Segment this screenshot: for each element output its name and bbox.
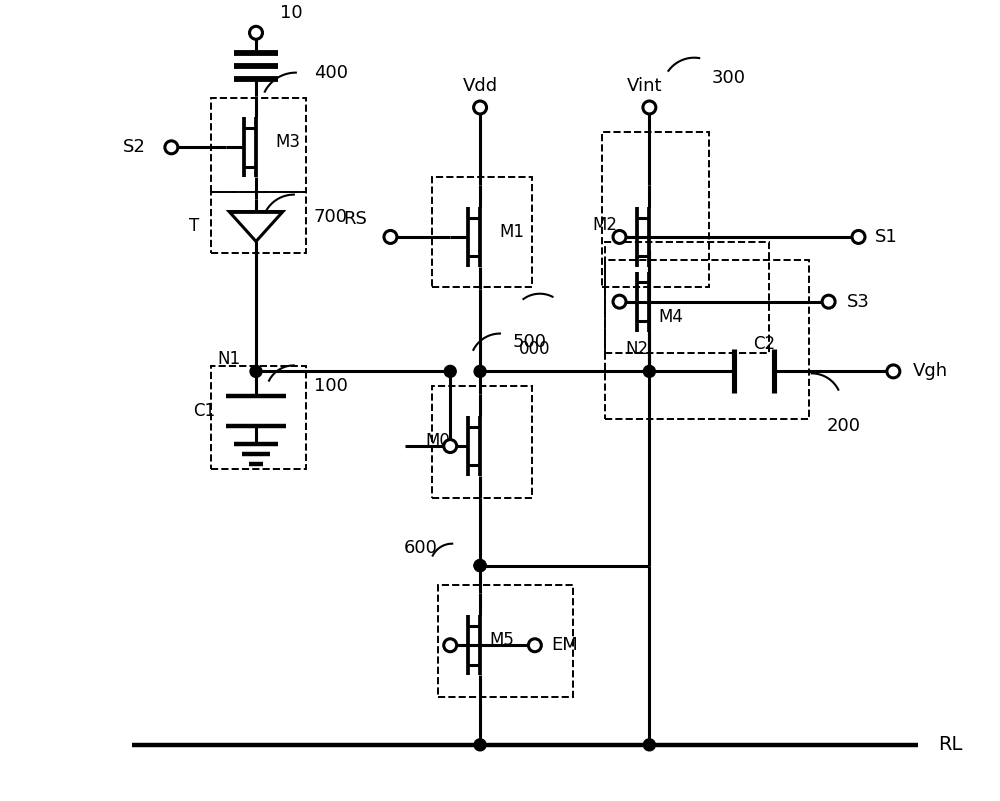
- Text: 200: 200: [827, 417, 861, 435]
- Circle shape: [165, 141, 178, 154]
- Text: S1: S1: [875, 228, 898, 246]
- Text: 10: 10: [280, 4, 302, 22]
- Text: 300: 300: [712, 69, 746, 87]
- Circle shape: [822, 296, 835, 308]
- Bar: [432, 386, 532, 498]
- Text: M0: M0: [426, 432, 451, 450]
- Bar: [602, 132, 709, 287]
- Circle shape: [444, 365, 456, 377]
- Circle shape: [528, 638, 541, 652]
- Circle shape: [613, 296, 626, 308]
- Text: RL: RL: [938, 735, 962, 755]
- Text: M2: M2: [592, 216, 617, 234]
- Circle shape: [250, 26, 262, 39]
- Text: Vgh: Vgh: [913, 362, 948, 380]
- Bar: [605, 260, 809, 419]
- Circle shape: [474, 560, 486, 572]
- Bar: [211, 366, 306, 469]
- Text: 400: 400: [314, 63, 348, 82]
- Text: Vint: Vint: [627, 77, 662, 95]
- Text: M1: M1: [499, 223, 524, 241]
- Text: M5: M5: [490, 631, 514, 650]
- Text: M3: M3: [275, 133, 300, 151]
- Circle shape: [444, 638, 457, 652]
- Bar: [438, 586, 573, 697]
- Bar: [211, 98, 306, 192]
- Circle shape: [643, 365, 655, 377]
- Text: 600: 600: [403, 538, 437, 557]
- Circle shape: [852, 231, 865, 244]
- Circle shape: [250, 365, 262, 377]
- Text: 700: 700: [314, 207, 348, 226]
- Text: Vdd: Vdd: [463, 77, 498, 95]
- Circle shape: [613, 231, 626, 244]
- Text: C2: C2: [753, 335, 775, 352]
- Text: EM: EM: [551, 636, 578, 654]
- Text: RS: RS: [344, 210, 368, 228]
- Text: C1: C1: [193, 402, 215, 421]
- Circle shape: [887, 365, 900, 378]
- Text: 100: 100: [314, 377, 348, 396]
- Text: N2: N2: [626, 340, 649, 359]
- Bar: [605, 242, 769, 353]
- Circle shape: [474, 739, 486, 751]
- Text: 000: 000: [519, 340, 551, 359]
- Circle shape: [444, 440, 457, 453]
- Circle shape: [384, 231, 397, 244]
- Circle shape: [643, 101, 656, 114]
- Bar: [432, 177, 532, 287]
- Bar: [211, 191, 306, 253]
- Text: N1: N1: [218, 350, 241, 368]
- Text: M4: M4: [659, 308, 684, 326]
- Text: S3: S3: [847, 292, 870, 311]
- Text: T: T: [189, 218, 199, 235]
- Text: 500: 500: [513, 332, 547, 351]
- Circle shape: [643, 739, 655, 751]
- Circle shape: [474, 101, 487, 114]
- Text: S2: S2: [123, 139, 146, 156]
- Circle shape: [474, 365, 486, 377]
- Circle shape: [474, 560, 486, 572]
